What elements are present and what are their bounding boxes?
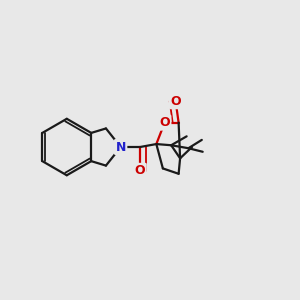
Text: O: O (159, 116, 170, 129)
Text: N: N (116, 140, 126, 154)
Text: O: O (170, 95, 181, 108)
Text: O: O (135, 164, 145, 177)
